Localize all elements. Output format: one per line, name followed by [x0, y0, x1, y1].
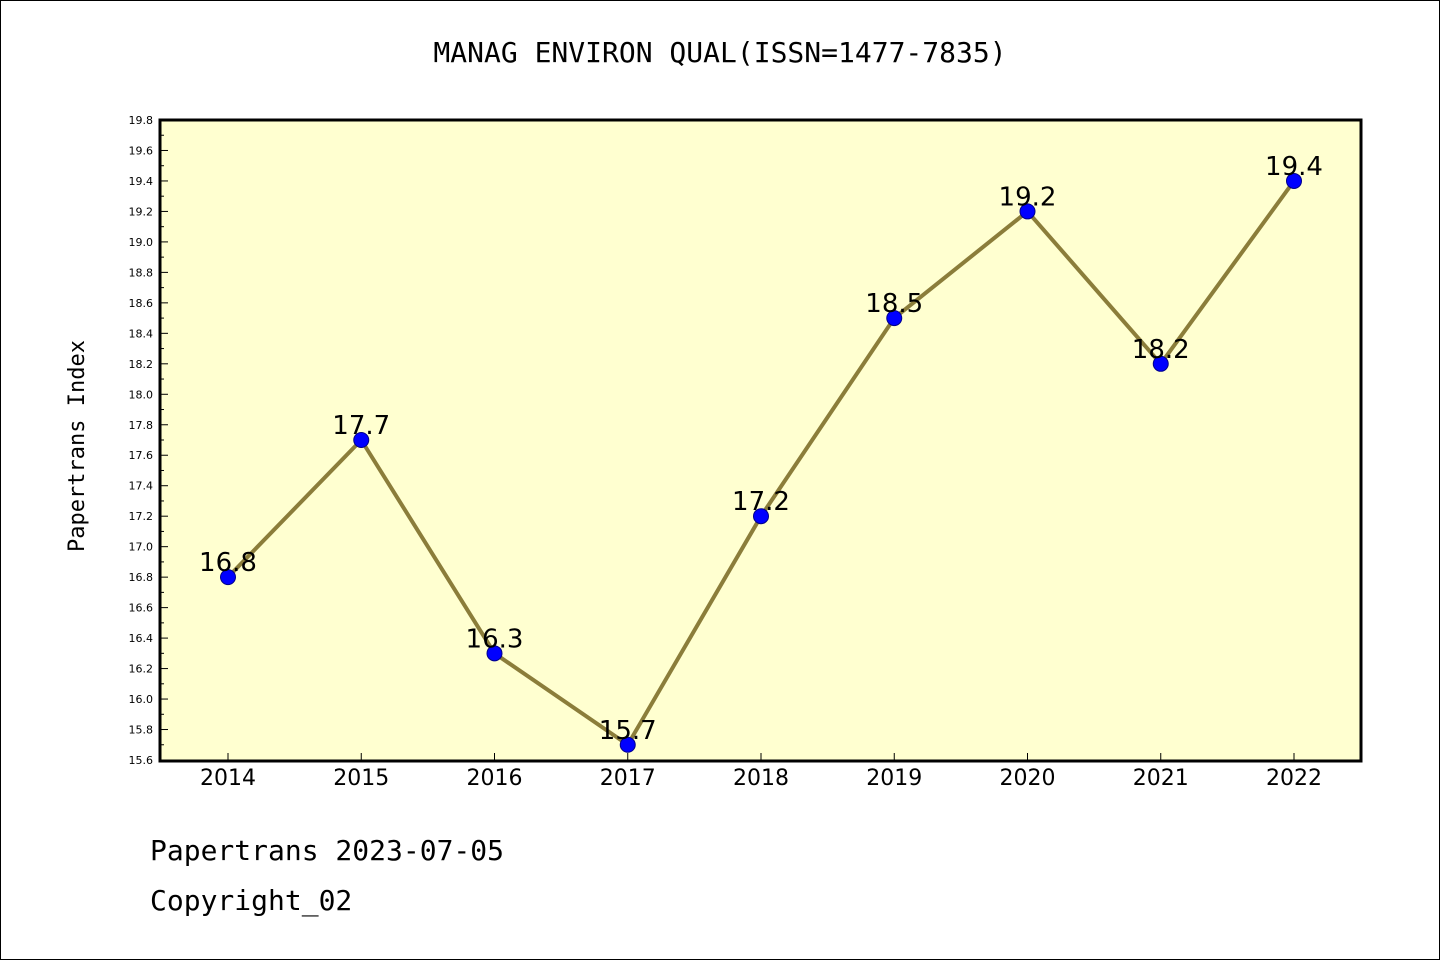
data-labels: 16.8 17.7 16.3 15.7 17.2 18.5 19.2 18.2 19.4: [199, 152, 1323, 746]
data-point: [619, 736, 636, 753]
y-tick-label: 19.2: [129, 205, 154, 218]
x-tick-label: 2019: [866, 766, 922, 791]
footer-copyright: Copyright_02: [150, 884, 353, 917]
x-tick-label: 2020: [1000, 766, 1056, 791]
x-axis: 2014 2015 2016 2017 2018 2019 2020 2021 2022: [200, 753, 1322, 791]
y-tick-label: 18.2: [129, 358, 154, 371]
y-tick-label: 17.8: [129, 419, 154, 432]
x-tick-label: 2018: [733, 766, 789, 791]
y-tick-label: 18.0: [129, 388, 154, 401]
y-tick-label: 19.8: [129, 114, 154, 127]
data-point: [1019, 203, 1036, 220]
data-label: 15.7: [599, 716, 657, 746]
x-tick-label: 2016: [467, 766, 523, 791]
x-tick-label: 2014: [200, 766, 256, 791]
y-tick-label: 15.6: [129, 754, 154, 767]
data-label: 19.2: [999, 182, 1057, 212]
data-label: 17.7: [332, 411, 390, 441]
data-point: [220, 569, 236, 586]
y-tick-label: 18.8: [129, 266, 154, 279]
x-tick-label: 2022: [1266, 766, 1322, 791]
y-tick-label: 19.6: [129, 144, 154, 157]
data-label: 18.5: [865, 289, 923, 319]
y-tick-label: 16.2: [129, 663, 154, 676]
x-tick-label: 2021: [1133, 766, 1189, 791]
x-tick-label: 2017: [600, 766, 656, 791]
data-points: [220, 172, 1302, 753]
y-tick-label: 16.6: [129, 602, 154, 615]
y-tick-label: 17.0: [129, 541, 154, 554]
x-tick-label: 2015: [333, 766, 389, 791]
y-tick-label: 16.4: [129, 632, 154, 645]
y-tick-label: 16.0: [129, 693, 154, 706]
data-point: [486, 645, 503, 662]
y-tick-label: 19.0: [129, 236, 154, 249]
y-axis: 15.6 15.8 16.0 16.2 16.4 16.6 16.8 17.0 17.2 17.4…: [129, 114, 168, 767]
data-label: 18.2: [1132, 335, 1190, 365]
data-point: [1286, 172, 1302, 189]
y-tick-label: 15.8: [129, 724, 154, 737]
data-label: 16.8: [199, 548, 257, 578]
data-point: [353, 432, 370, 448]
data-point: [753, 508, 769, 525]
data-point: [1152, 355, 1169, 372]
data-label: 17.2: [732, 487, 790, 517]
y-tick-label: 17.2: [129, 510, 154, 523]
data-label: 16.3: [466, 624, 524, 654]
y-tick-label: 17.6: [129, 449, 154, 462]
chart-title: MANAG ENVIRON QUAL(ISSN=1477-7835): [433, 36, 1007, 69]
data-point: [886, 310, 903, 327]
y-axis-label: Papertrans Index: [65, 340, 90, 552]
y-tick-label: 18.6: [129, 297, 154, 310]
footer-date: Papertrans 2023-07-05: [150, 834, 505, 867]
data-label: 19.4: [1265, 152, 1323, 182]
y-tick-label: 18.4: [129, 327, 154, 340]
y-tick-label: 19.4: [129, 175, 154, 188]
y-tick-label: 16.8: [129, 571, 154, 584]
y-tick-label: 17.4: [129, 480, 154, 493]
